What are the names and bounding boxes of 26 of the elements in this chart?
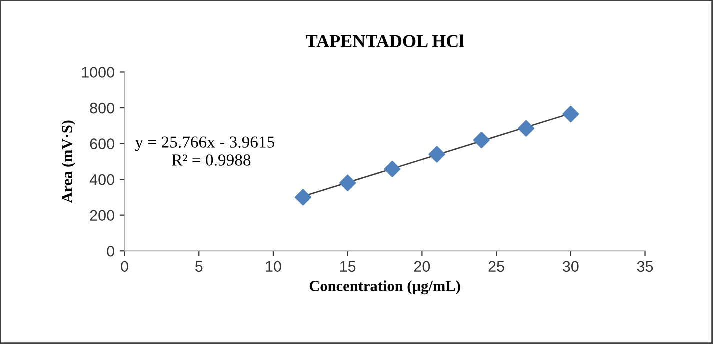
annotation: y = 25.766x - 3.9615 bbox=[135, 136, 274, 152]
point bbox=[428, 146, 446, 163]
x-tick-label: 15 bbox=[340, 261, 356, 272]
chart-title: TAPENTADOL HCl bbox=[306, 34, 464, 48]
point bbox=[562, 106, 580, 123]
x-tick-label: 10 bbox=[266, 261, 282, 272]
x-tick-label: 0 bbox=[121, 261, 128, 272]
y-tick-label: 0 bbox=[107, 246, 114, 257]
point bbox=[384, 160, 401, 178]
annotation: R² = 0.9988 bbox=[172, 154, 251, 166]
point bbox=[518, 120, 535, 137]
y-axis-title: Area (mV·S) bbox=[62, 120, 76, 204]
y-tick-label: 600 bbox=[90, 138, 114, 150]
point bbox=[340, 174, 356, 192]
y-tick-label: 800 bbox=[90, 102, 114, 114]
y-tick-label: 1000 bbox=[82, 67, 114, 78]
point bbox=[473, 132, 490, 149]
y-tick-label: 400 bbox=[90, 174, 114, 186]
x-tick-label: 30 bbox=[562, 261, 579, 272]
x-axis-title: Concentration (µg/mL) bbox=[310, 280, 460, 295]
x-tick-label: 5 bbox=[195, 261, 203, 272]
y-tick-label: 200 bbox=[90, 210, 114, 222]
x-tick-label: 25 bbox=[488, 261, 504, 272]
x-tick-label: 35 bbox=[637, 261, 654, 272]
point bbox=[294, 189, 312, 206]
x-tick-label: 20 bbox=[414, 261, 430, 272]
